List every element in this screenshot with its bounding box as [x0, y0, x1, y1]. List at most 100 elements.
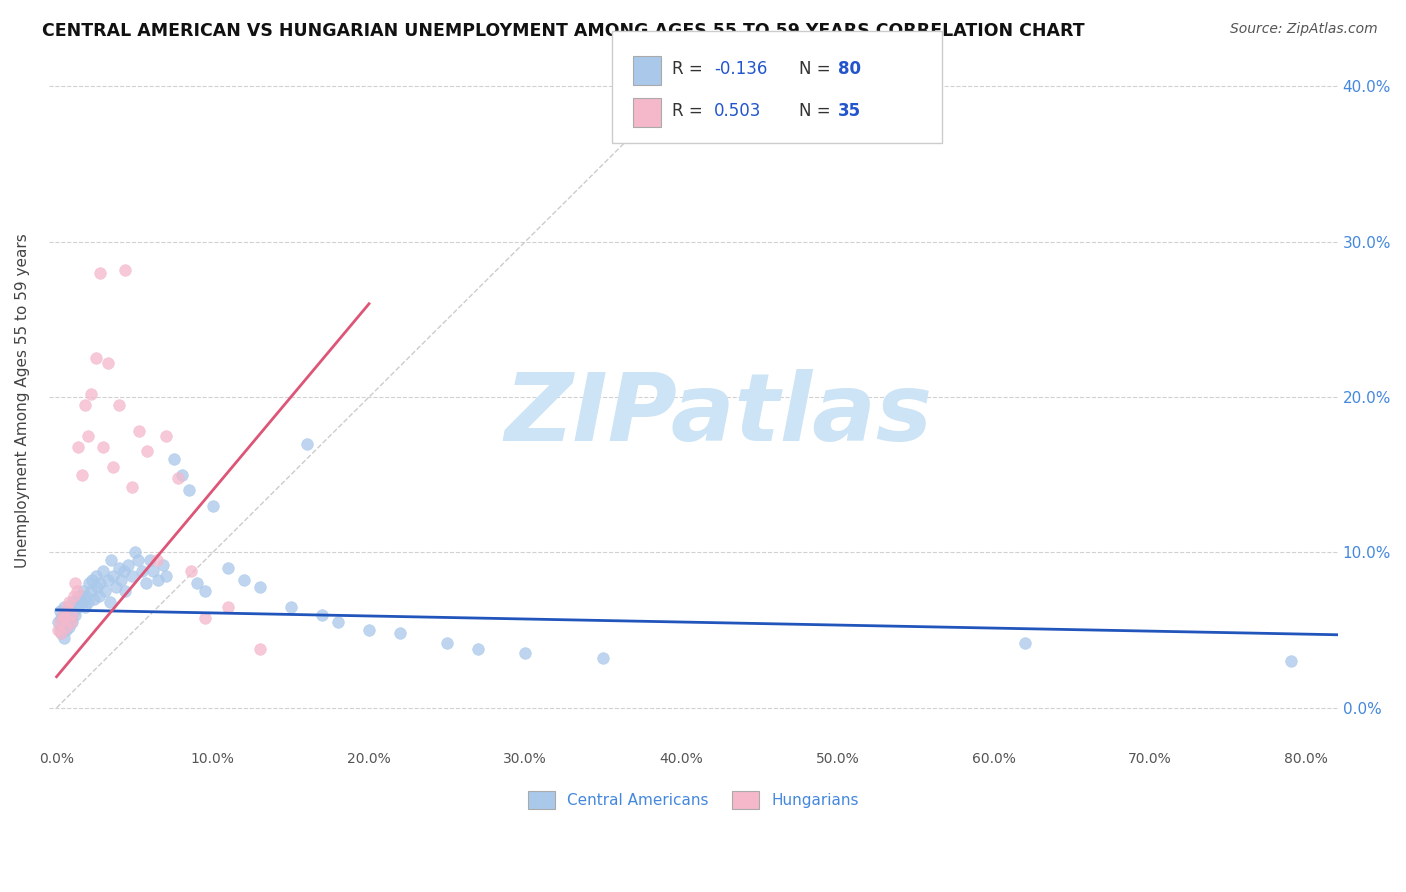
Text: N =: N = [799, 60, 835, 78]
Text: R =: R = [672, 60, 709, 78]
Point [131, 564, 153, 578]
Point [72, 584, 94, 599]
Point [55, 620, 77, 634]
Point [127, 553, 149, 567]
Point [53, 631, 76, 645]
Point [592, 651, 614, 665]
Point [101, 459, 124, 474]
Point [389, 626, 412, 640]
Point [94, 584, 117, 599]
Point [56, 607, 79, 622]
Point [194, 610, 217, 624]
Point [66, 584, 89, 599]
Point [97, 574, 120, 588]
Point [108, 561, 131, 575]
Point [69, 589, 91, 603]
Point [124, 545, 146, 559]
Point [135, 576, 157, 591]
Point [51, 610, 73, 624]
Point [114, 584, 136, 599]
Point [467, 641, 489, 656]
Point [128, 424, 150, 438]
Point [58, 599, 80, 614]
Point [51, 626, 73, 640]
Point [62, 604, 84, 618]
Point [55, 623, 77, 637]
Point [53, 615, 76, 630]
Point [121, 480, 143, 494]
Point [515, 647, 537, 661]
Point [326, 615, 349, 630]
Point [80, 387, 103, 401]
Point [46, 615, 69, 630]
Point [75, 589, 97, 603]
Point [48, 623, 70, 637]
Point [87, 589, 110, 603]
Point [65, 576, 87, 591]
Text: N =: N = [799, 102, 835, 120]
Point [59, 615, 82, 630]
Point [357, 623, 380, 637]
Text: -0.136: -0.136 [714, 60, 768, 78]
Point [89, 576, 111, 591]
Point [70, 467, 93, 482]
Legend: Central Americans, Hungarians: Central Americans, Hungarians [522, 785, 865, 815]
Point [97, 356, 120, 370]
Point [58, 620, 80, 634]
Text: R =: R = [672, 102, 709, 120]
Point [101, 568, 124, 582]
Point [53, 610, 76, 624]
Point [65, 607, 87, 622]
Point [76, 595, 98, 609]
Point [1014, 635, 1036, 649]
Text: ZIPatlas: ZIPatlas [505, 368, 934, 461]
Point [217, 599, 239, 614]
Point [145, 553, 167, 567]
Point [280, 599, 302, 614]
Point [93, 440, 115, 454]
Point [66, 592, 89, 607]
Point [117, 558, 139, 572]
Point [155, 568, 177, 582]
Point [53, 599, 76, 614]
Point [180, 564, 202, 578]
Point [179, 483, 201, 498]
Point [48, 604, 70, 618]
Point [48, 615, 70, 630]
Point [194, 584, 217, 599]
Point [311, 607, 333, 622]
Point [82, 574, 104, 588]
Point [201, 499, 224, 513]
Point [58, 595, 80, 609]
Point [112, 564, 135, 578]
Point [249, 641, 271, 656]
Text: 35: 35 [838, 102, 860, 120]
Point [139, 553, 162, 567]
Point [108, 398, 131, 412]
Point [186, 576, 208, 591]
Point [93, 564, 115, 578]
Point [114, 262, 136, 277]
Point [89, 266, 111, 280]
Point [1279, 654, 1302, 668]
Point [46, 623, 69, 637]
Point [79, 576, 101, 591]
Point [295, 436, 318, 450]
Point [163, 452, 186, 467]
Point [84, 568, 107, 582]
Point [104, 580, 127, 594]
Text: CENTRAL AMERICAN VS HUNGARIAN UNEMPLOYMENT AMONG AGES 55 TO 59 YEARS CORRELATION: CENTRAL AMERICAN VS HUNGARIAN UNEMPLOYME… [42, 22, 1085, 40]
Point [121, 568, 143, 582]
Point [436, 635, 458, 649]
Point [80, 584, 103, 599]
Point [170, 467, 193, 482]
Point [86, 580, 108, 594]
Point [55, 610, 77, 624]
Y-axis label: Unemployment Among Ages 55 to 59 years: Unemployment Among Ages 55 to 59 years [15, 234, 30, 568]
Point [52, 620, 75, 634]
Point [83, 592, 105, 607]
Point [152, 558, 174, 572]
Point [62, 589, 84, 603]
Point [110, 574, 132, 588]
Point [76, 429, 98, 443]
